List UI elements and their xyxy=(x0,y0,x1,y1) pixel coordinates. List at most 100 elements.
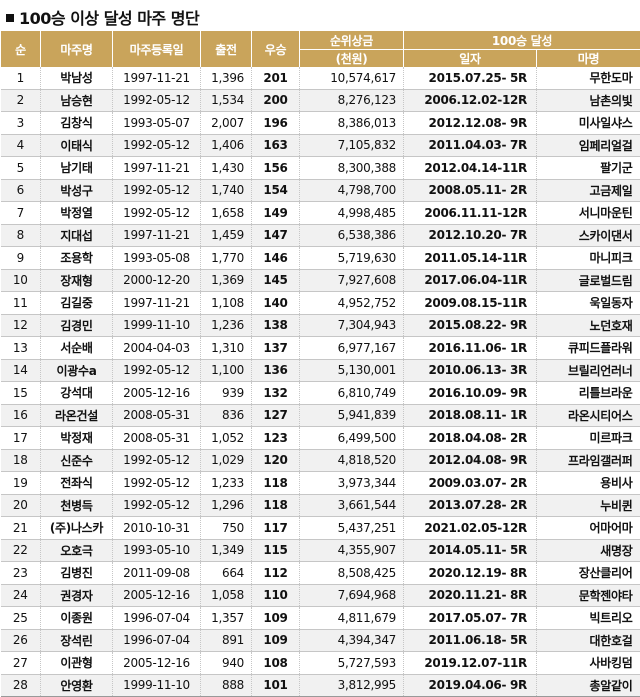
horse-name-cell: 리틀브라운 xyxy=(537,382,640,405)
prize-cell: 8,300,388 xyxy=(300,157,404,180)
title-square-icon xyxy=(6,14,14,22)
rank-cell: 4 xyxy=(1,134,41,157)
rank-cell: 13 xyxy=(1,337,41,360)
reg-date-cell: 1992-05-12 xyxy=(113,494,201,517)
horse-name-cell: 미사일샤스 xyxy=(537,112,640,135)
rank-cell: 22 xyxy=(1,539,41,562)
wins-cell: 201 xyxy=(252,67,300,89)
starts-cell: 1,236 xyxy=(201,314,252,337)
rank-cell: 23 xyxy=(1,562,41,585)
achievement-date-cell: 2010.06.13- 3R xyxy=(404,359,537,382)
achievement-date-cell: 2012.12.08- 9R xyxy=(404,112,537,135)
rank-cell: 18 xyxy=(1,449,41,472)
owner-cell: 조용학 xyxy=(41,247,113,270)
wins-cell: 123 xyxy=(252,427,300,450)
reg-date-cell: 2008-05-31 xyxy=(113,404,201,427)
header-wins: 우승 xyxy=(252,31,300,67)
achievement-date-cell: 2020.12.19- 8R xyxy=(404,562,537,585)
horse-name-cell: 팔기군 xyxy=(537,157,640,180)
owner-cell: 천병득 xyxy=(41,494,113,517)
prize-cell: 7,927,608 xyxy=(300,269,404,292)
horse-name-cell: 욱일동자 xyxy=(537,292,640,315)
header-prize-line1: 순위상금 xyxy=(300,31,404,50)
prize-cell: 5,719,630 xyxy=(300,247,404,270)
achievement-date-cell: 2017.05.07- 7R xyxy=(404,607,537,630)
horse-name-cell: 새명장 xyxy=(537,539,640,562)
reg-date-cell: 1997-11-21 xyxy=(113,67,201,89)
wins-cell: 156 xyxy=(252,157,300,180)
horse-name-cell: 스카이댄서 xyxy=(537,224,640,247)
owners-table: 순 마주명 마주등록일 출전 우승 순위상금 100승 달성 (천원) 일자 마… xyxy=(0,31,640,697)
horse-name-cell: 서니마운틴 xyxy=(537,202,640,225)
achievement-date-cell: 2015.07.25- 5R xyxy=(404,67,537,89)
achievement-date-cell: 2008.05.11- 2R xyxy=(404,179,537,202)
achievement-date-cell: 2011.06.18- 5R xyxy=(404,629,537,652)
page-title: 100승 이상 달성 마주 명단 xyxy=(6,4,199,30)
prize-cell: 8,276,123 xyxy=(300,89,404,112)
horse-name-cell: 고금제일 xyxy=(537,179,640,202)
achievement-date-cell: 2006.11.11-12R xyxy=(404,202,537,225)
reg-date-cell: 1999-11-10 xyxy=(113,314,201,337)
achievement-date-cell: 2014.05.11- 5R xyxy=(404,539,537,562)
reg-date-cell: 1992-05-12 xyxy=(113,179,201,202)
wins-cell: 140 xyxy=(252,292,300,315)
horse-name-cell: 마니피크 xyxy=(537,247,640,270)
starts-cell: 1,052 xyxy=(201,427,252,450)
owner-cell: 이종원 xyxy=(41,607,113,630)
prize-cell: 5,727,593 xyxy=(300,652,404,675)
header-rank: 순 xyxy=(1,31,41,67)
wins-cell: 118 xyxy=(252,472,300,495)
horse-name-cell: 빅트리오 xyxy=(537,607,640,630)
prize-cell: 4,394,347 xyxy=(300,629,404,652)
wins-cell: 117 xyxy=(252,517,300,540)
horse-name-cell: 총알같이 xyxy=(537,674,640,697)
prize-cell: 8,386,013 xyxy=(300,112,404,135)
reg-date-cell: 1993-05-07 xyxy=(113,112,201,135)
reg-date-cell: 2008-05-31 xyxy=(113,427,201,450)
wins-cell: 132 xyxy=(252,382,300,405)
wins-cell: 120 xyxy=(252,449,300,472)
prize-cell: 4,952,752 xyxy=(300,292,404,315)
prize-cell: 10,574,617 xyxy=(300,67,404,89)
header-owner: 마주명 xyxy=(41,31,113,67)
wins-cell: 138 xyxy=(252,314,300,337)
rank-cell: 1 xyxy=(1,67,41,89)
owner-cell: 김길중 xyxy=(41,292,113,315)
owner-cell: 남기태 xyxy=(41,157,113,180)
starts-cell: 1,658 xyxy=(201,202,252,225)
rank-cell: 25 xyxy=(1,607,41,630)
prize-cell: 3,661,544 xyxy=(300,494,404,517)
rank-cell: 24 xyxy=(1,584,41,607)
rank-cell: 2 xyxy=(1,89,41,112)
horse-name-cell: 사바킹덤 xyxy=(537,652,640,675)
achievement-date-cell: 2012.10.20- 7R xyxy=(404,224,537,247)
achievement-date-cell: 2016.10.09- 9R xyxy=(404,382,537,405)
achievement-date-cell: 2011.05.14-11R xyxy=(404,247,537,270)
horse-name-cell: 대한호걸 xyxy=(537,629,640,652)
prize-cell: 3,812,995 xyxy=(300,674,404,697)
prize-cell: 4,818,520 xyxy=(300,449,404,472)
horse-name-cell: 글로벌드림 xyxy=(537,269,640,292)
wins-cell: 109 xyxy=(252,607,300,630)
horse-name-cell: 임페리얼걸 xyxy=(537,134,640,157)
reg-date-cell: 1992-05-12 xyxy=(113,134,201,157)
reg-date-cell: 2005-12-16 xyxy=(113,652,201,675)
achievement-date-cell: 2006.12.02-12R xyxy=(404,89,537,112)
